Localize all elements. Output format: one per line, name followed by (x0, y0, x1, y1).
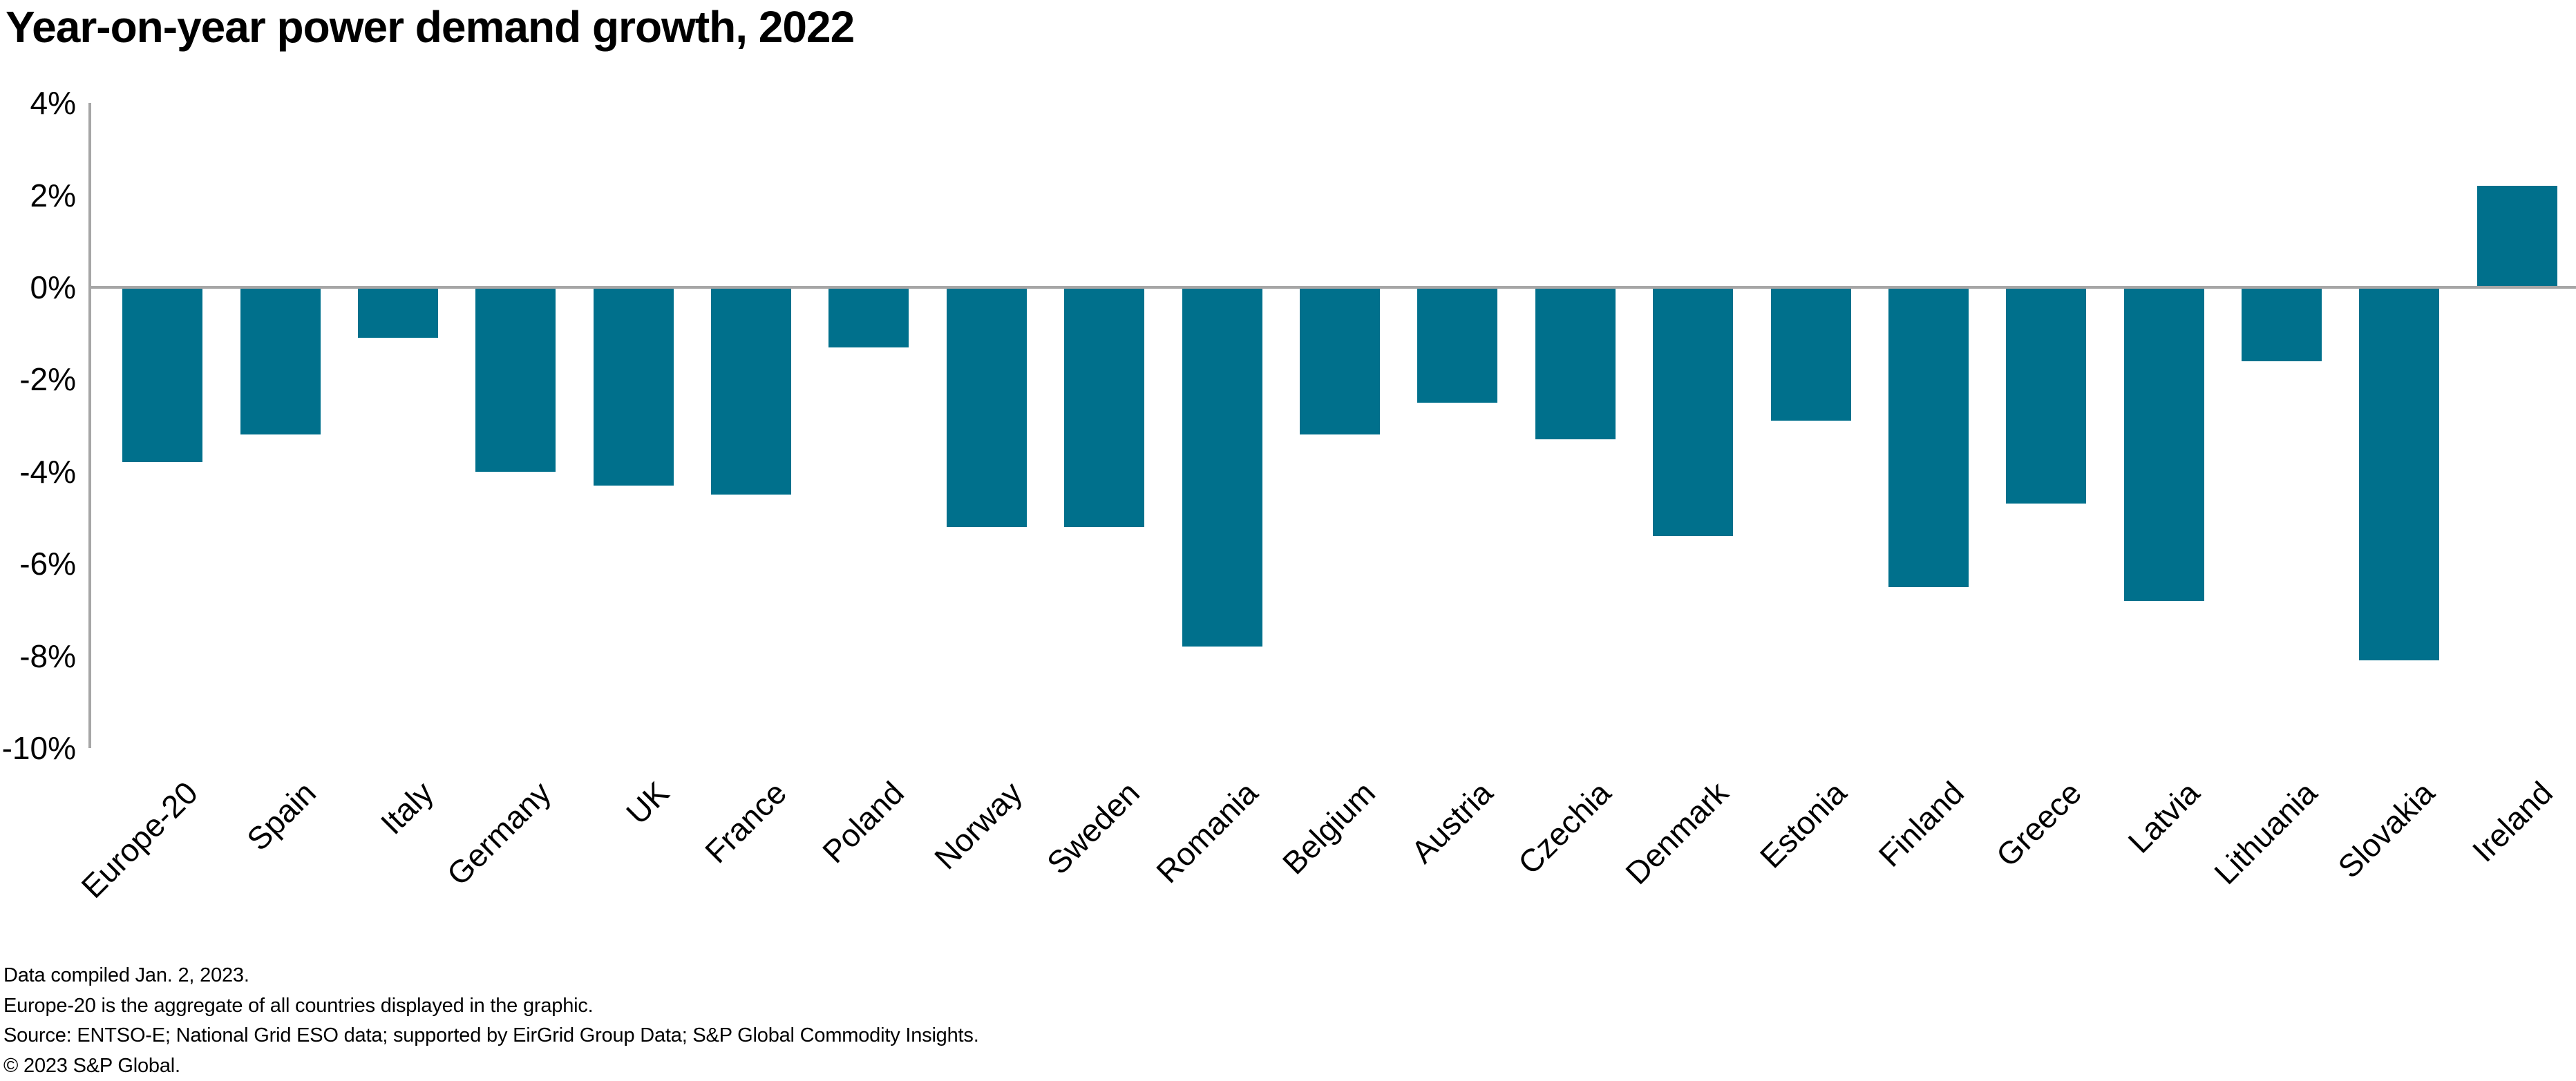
y-axis-line (88, 103, 91, 748)
bar-france (711, 287, 791, 495)
bar-denmark (1653, 287, 1733, 536)
bar-greece (2006, 287, 2086, 504)
x-axis-label-romania: Romania (1034, 775, 1264, 1004)
x-axis-label-greece: Greece (1858, 775, 2087, 1004)
y-axis-tick-label: -10% (0, 732, 76, 764)
bar-spain (240, 287, 321, 434)
x-axis-label-denmark: Denmark (1505, 775, 1734, 1004)
bar-latvia (2124, 287, 2204, 601)
bar-slovakia (2359, 287, 2439, 660)
x-axis-label-estonia: Estonia (1623, 775, 1853, 1004)
y-axis-tick-label: 4% (0, 87, 76, 119)
bar-sweden (1064, 287, 1144, 527)
x-axis-label-austria: Austria (1269, 775, 1499, 1004)
footer-notes: Data compiled Jan. 2, 2023. Europe-20 is… (3, 961, 979, 1081)
bar-lithuania (2242, 287, 2322, 361)
zero-gridline (88, 286, 2576, 289)
footer-line-copyright: © 2023 S&P Global. (3, 1051, 979, 1081)
x-axis-label-slovakia: Slovakia (2211, 775, 2441, 1004)
y-axis-tick-label: 2% (0, 180, 76, 211)
footer-line-definition: Europe-20 is the aggregate of all countr… (3, 991, 979, 1022)
x-axis-label-lithuania: Lithuania (2094, 775, 2323, 1004)
x-axis-label-finland: Finland (1741, 775, 1970, 1004)
bar-finland (1888, 287, 1969, 587)
y-axis-tick-label: -2% (0, 363, 76, 395)
y-axis-tick-label: -6% (0, 548, 76, 580)
bar-poland (828, 287, 909, 347)
bar-belgium (1300, 287, 1380, 434)
footer-line-compiled: Data compiled Jan. 2, 2023. (3, 961, 979, 991)
x-axis-label-belgium: Belgium (1152, 775, 1381, 1004)
bar-europe-20 (122, 287, 202, 462)
bar-estonia (1771, 287, 1851, 421)
bar-uk (594, 287, 674, 486)
y-axis-tick-label: 0% (0, 271, 76, 303)
bar-austria (1417, 287, 1497, 403)
bar-czechia (1535, 287, 1616, 439)
footer-line-source: Source: ENTSO-E; National Grid ESO data;… (3, 1021, 979, 1051)
bar-germany (475, 287, 556, 472)
y-axis-tick-label: -8% (0, 640, 76, 672)
x-axis-label-ireland: Ireland (2329, 775, 2559, 1004)
bar-norway (947, 287, 1027, 527)
x-axis-label-latvia: Latvia (1976, 775, 2206, 1004)
x-axis-label-czechia: Czechia (1388, 775, 1617, 1004)
y-axis-tick-label: -4% (0, 456, 76, 488)
bar-italy (358, 287, 438, 338)
bar-ireland (2477, 186, 2557, 287)
bar-romania (1182, 287, 1262, 647)
